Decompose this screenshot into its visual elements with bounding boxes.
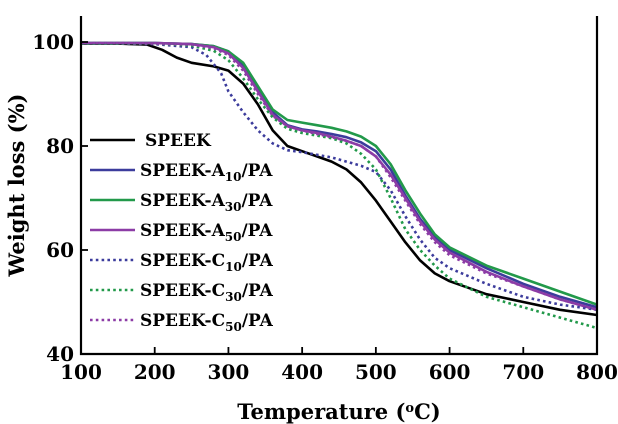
- x-tick-label: 800: [576, 360, 618, 384]
- x-tick-label: 100: [60, 360, 102, 384]
- x-tick-label: 300: [208, 360, 250, 384]
- series-lines: [81, 41, 598, 330]
- x-tick-label: 600: [429, 360, 471, 384]
- legend-label-2: SPEEK-A10/PA: [140, 161, 273, 184]
- x-tick-label: 700: [502, 360, 544, 384]
- plot-frame: [79, 16, 599, 356]
- x-tick-label: 200: [134, 360, 176, 384]
- axis-ticks: 100 200 300 400 500 600 700 800 40 60 80 100: [32, 30, 618, 384]
- x-axis-title: Temperature (oC): [237, 399, 440, 424]
- y-axis-title: Weight loss (%): [4, 94, 29, 278]
- legend-label-6: SPEEK-C30/PA: [140, 281, 274, 304]
- series-line-5: [81, 42, 598, 312]
- legend-label-7: SPEEK-C50/PA: [140, 311, 274, 334]
- x-tick-label: 400: [281, 360, 323, 384]
- y-tick-label: 60: [46, 238, 74, 262]
- y-tick-label: 80: [46, 134, 74, 158]
- y-tick-label: 100: [32, 30, 74, 54]
- y-tick-label: 40: [46, 342, 74, 366]
- legend-label-4: SPEEK-A50/PA: [140, 221, 273, 244]
- legend: SPEEK SPEEK-A10/PA SPEEK-A30/PA SPEEK-A50/P…: [90, 131, 274, 334]
- legend-label-1: SPEEK: [145, 131, 212, 151]
- x-tick-label: 500: [355, 360, 397, 384]
- legend-label-3: SPEEK-A30/PA: [140, 191, 273, 214]
- series-line-4: [81, 41, 598, 312]
- legend-label-5: SPEEK-C10/PA: [140, 251, 274, 274]
- series-line-1: [81, 42, 598, 317]
